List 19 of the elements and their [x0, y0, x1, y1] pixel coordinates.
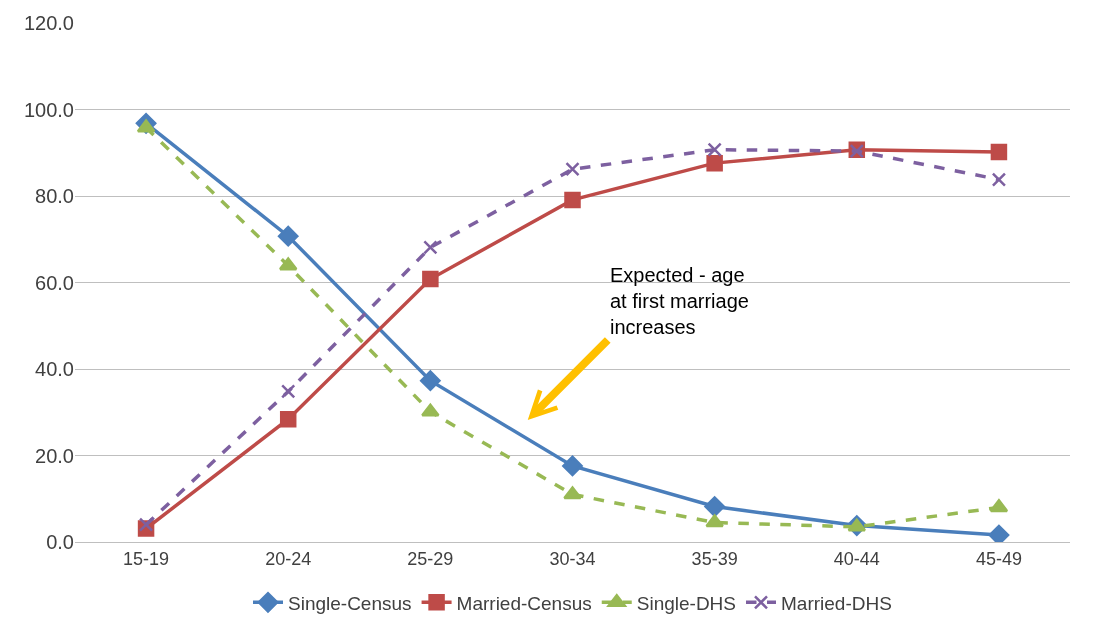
x-tick-label: 25-29 — [407, 548, 454, 569]
y-tick-label: 120.0 — [23, 12, 74, 34]
y-tick-label: 80.0 — [35, 185, 74, 207]
y-tick-label: 0.0 — [46, 531, 74, 553]
x-tick-label: 15-19 — [123, 548, 170, 569]
x-tick-label: 35-39 — [691, 548, 738, 569]
y-tick-label: 40.0 — [35, 358, 74, 380]
legend-label: Married-Census — [456, 592, 592, 614]
legend-label: Married-DHS — [781, 592, 892, 614]
legend-label: Single-Census — [288, 592, 412, 614]
y-tick-label: 20.0 — [35, 444, 74, 467]
x-tick-label: 45-49 — [975, 548, 1022, 569]
annotation: Expected - age at first marriage increases — [610, 264, 749, 338]
y-tick-label: 60.0 — [35, 271, 74, 294]
x-tick-label: 30-34 — [549, 548, 596, 569]
y-tick-label: 100.0 — [23, 98, 74, 121]
x-tick-label: 40-44 — [833, 548, 880, 569]
x-tick-label: 20-24 — [265, 548, 312, 569]
legend-label: Single-DHS — [636, 592, 736, 614]
